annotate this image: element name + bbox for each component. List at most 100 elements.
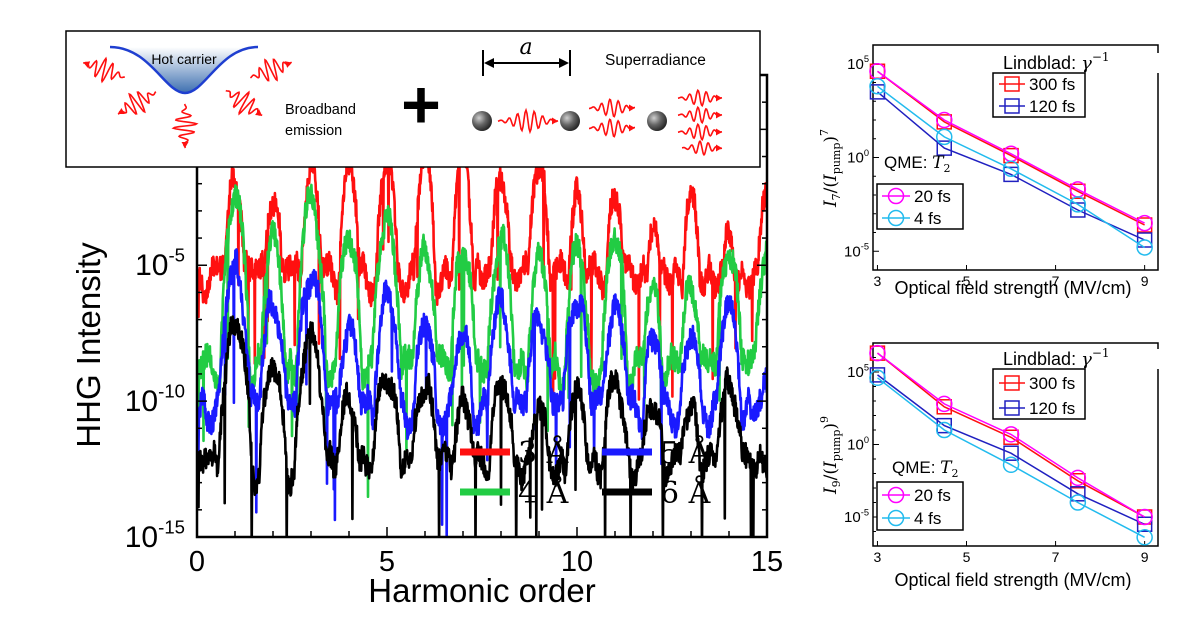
r2-marker-20fs: [1069, 469, 1087, 487]
sr-packet-3b: [677, 105, 723, 125]
r1-marker-120fs: [1003, 166, 1019, 183]
main-xtick-label-0: 0: [189, 546, 205, 578]
main-xtick-label-15: 15: [751, 546, 783, 578]
main-xtick-label-5: 5: [379, 546, 395, 578]
r1-series-line-120fs: [877, 91, 1145, 241]
i9-legend-marker-300fs: [1004, 375, 1020, 391]
r2-marker-4fs: [1136, 529, 1153, 546]
sr-packet-3c-arrowhead: [716, 128, 722, 136]
i7-legend-label-300fs: 300 fs: [1029, 75, 1075, 94]
potential-well-curve: [109, 45, 259, 95]
i9-legend-label-20fs: 20 fs: [914, 486, 951, 505]
i7-legend-label-4fs: 4 fs: [914, 209, 941, 228]
legend-label-5a: 5 Å: [660, 435, 711, 471]
series-4a: [197, 183, 767, 499]
lattice-constant-symbol: a: [519, 35, 532, 60]
sr-packet-1: [497, 107, 559, 135]
r1-marker-4fs: [1136, 239, 1153, 256]
i9-lindblad-entries-box: [992, 368, 1086, 420]
i9-lindblad-title: Lindblad: γ−1: [1003, 346, 1110, 370]
r1-xtick-label-5: 5: [963, 273, 971, 289]
r1-series-line-4fs: [877, 85, 1146, 249]
atom-1: [472, 111, 492, 131]
r2-ytick-label-0: 100: [847, 435, 869, 454]
wave-packet-right: [249, 58, 293, 82]
i9-y-axis-label: I9/(Ipump)9: [818, 416, 843, 495]
potential-well: [110, 47, 258, 93]
r1-marker-4fs: [1069, 196, 1087, 213]
schematic-inset: Hot carrier Broadband emission + Superra…: [65, 30, 761, 168]
i7-qme-legend: QME: T2 20 fs 4 fs: [876, 153, 964, 230]
r1-marker-20fs: [1136, 214, 1153, 232]
i9-legend-marker-20fs: [887, 486, 905, 504]
r1-marker-4fs: [936, 128, 953, 146]
sr-packet-3d: [681, 139, 723, 157]
r1-marker-20fs: [936, 111, 953, 129]
main-ytick-label--5: 10-5: [135, 245, 185, 283]
r2-xtick-label-7: 7: [1052, 549, 1060, 565]
main-xtick-label-10: 10: [561, 546, 593, 578]
r2-marker-4fs: [869, 369, 886, 387]
wave-packet-lower-right: [225, 89, 263, 117]
r1-xtick-label-9: 9: [1141, 273, 1149, 289]
r2-series-line-300fs: [877, 352, 1145, 518]
r1-xtick-label-3: 3: [874, 273, 882, 289]
r2-ytick-label--5: 10-5: [844, 507, 869, 526]
r1-xtick-label-7: 7: [1052, 273, 1060, 289]
r2-series-line-120fs: [877, 374, 1145, 525]
main-ytick-label--15: 10-15: [125, 517, 185, 555]
i7-legend-marker-20fs: [887, 187, 905, 205]
lattice-arrow-head-right: [559, 58, 569, 68]
legend-label-6a: 6 Å: [660, 475, 711, 511]
atom-3: [647, 111, 667, 131]
plus-sign: +: [401, 67, 441, 143]
r2-series-line-4fs: [877, 377, 1145, 538]
r1-marker-20fs: [869, 63, 886, 80]
main-ytick-label--10: 10-10: [125, 381, 185, 419]
i7-legend-label-20fs: 20 fs: [914, 187, 951, 206]
r1-ytick-label-5: 105: [847, 54, 869, 73]
sr-packet-3a: [677, 88, 723, 108]
series-5a: [197, 248, 767, 537]
r2-xtick-label-5: 5: [963, 549, 971, 565]
wave-packet-bottom-arrowhead: [181, 142, 189, 148]
sr-packet-3b-arrowhead: [716, 111, 722, 119]
series-3a: [197, 133, 767, 410]
i7-qme-entries-box: [876, 183, 964, 230]
r2-marker-120fs: [1003, 445, 1019, 461]
hot-carrier-label: Hot carrier: [151, 51, 217, 67]
r2-ytick-label-5: 105: [847, 362, 869, 381]
wave-packet-left-arrowhead: [83, 61, 91, 68]
i9-lindblad-legend: Lindblad: γ−1 300 fs 120 fs: [992, 346, 1162, 420]
r2-series-line-20fs: [877, 352, 1145, 518]
i9-x-axis-label: Optical field strength (MV/cm): [894, 570, 1131, 590]
r1-series-line-20fs: [877, 70, 1145, 224]
wave-packet-right-arrowhead: [284, 61, 292, 68]
r1-ytick-label-0: 100: [847, 148, 869, 167]
i9-scaling-chart: 105 100 10-5 3 5 7 9 Optical field strength (…: [818, 342, 1162, 590]
i7-lindblad-legend-box: [1000, 53, 1162, 73]
main-y-axis-label: HHG Intensity: [70, 242, 107, 448]
sr-packet-2b-arrowhead: [629, 124, 635, 132]
i7-lindblad-title: Lindblad: γ−1: [1003, 50, 1110, 74]
i9-qme-title: QME: T2: [892, 458, 959, 480]
sr-packet-2a-arrowhead: [629, 104, 635, 112]
r2-xtick-label-3: 3: [874, 549, 882, 565]
r2-marker-4fs: [1002, 456, 1020, 474]
sr-packet-3c: [677, 122, 723, 142]
r1-marker-120fs: [1070, 202, 1086, 218]
wave-packet-lower-left: [117, 91, 157, 115]
i9-legend-label-300fs: 300 fs: [1029, 374, 1075, 393]
r2-marker-4fs: [936, 421, 953, 439]
superradiance-label: Superradiance: [605, 52, 706, 69]
i9-legend-marker-4fs: [887, 509, 905, 527]
sr-packet-3a-arrowhead: [716, 94, 722, 102]
i7-legend-marker-4fs: [887, 209, 905, 227]
wave-packet-bottom: [171, 103, 199, 149]
i7-lindblad-entries-box: [992, 72, 1086, 118]
r1-marker-4fs: [1002, 160, 1020, 177]
r2-marker-20fs: [936, 395, 953, 413]
r2-marker-120fs: [1070, 486, 1086, 502]
i9-lindblad-legend-box: [1000, 349, 1162, 369]
i9-legend-label-4fs: 4 fs: [914, 509, 941, 528]
